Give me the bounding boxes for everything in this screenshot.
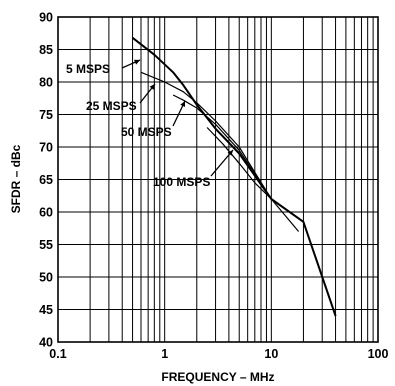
x-axis-title: FREQUENCY – MHz [161, 370, 274, 384]
series-label: 50 MSPS [121, 125, 172, 139]
series-line [172, 94, 272, 200]
y-tick-label: 80 [39, 76, 53, 90]
series-line [140, 71, 272, 200]
series-label: 100 MSPS [153, 175, 210, 189]
x-tick-label: 10 [264, 347, 278, 361]
y-tick-label: 40 [39, 336, 53, 350]
plot-frame [57, 16, 379, 343]
y-tick-label: 55 [39, 238, 53, 252]
grid [58, 17, 378, 342]
series-lines [131, 37, 337, 317]
x-tick-label: 1 [161, 347, 168, 361]
y-tick-label: 60 [39, 206, 53, 220]
y-tick-label: 65 [39, 173, 53, 187]
series-labels: 5 MSPS 25 MSPS 50 MSPS 100 MSPS [66, 59, 234, 189]
arrow-head [227, 150, 233, 156]
y-tick-label: 90 [39, 11, 53, 25]
arrow-head [134, 59, 140, 65]
y-tick-label: 70 [39, 141, 53, 155]
y-tick-label: 45 [39, 303, 53, 317]
y-tick-label: 50 [39, 271, 53, 285]
y-axis-title: SFDR – dBc [9, 144, 23, 213]
series-label: 25 MSPS [86, 99, 137, 113]
x-tick-label: 0.1 [49, 347, 66, 361]
leader-line [210, 149, 234, 177]
x-tick-labels: 0.1 1 10 100 [49, 347, 388, 361]
arrow-head [180, 101, 186, 107]
x-tick-label: 100 [368, 347, 389, 361]
y-tick-label: 75 [39, 108, 53, 122]
series-label: 5 MSPS [66, 62, 110, 76]
y-tick-labels: 40 45 50 55 60 65 70 75 80 85 90 [39, 11, 53, 350]
y-tick-label: 85 [39, 43, 53, 57]
series-line [206, 127, 300, 232]
arrow-head [149, 84, 155, 90]
